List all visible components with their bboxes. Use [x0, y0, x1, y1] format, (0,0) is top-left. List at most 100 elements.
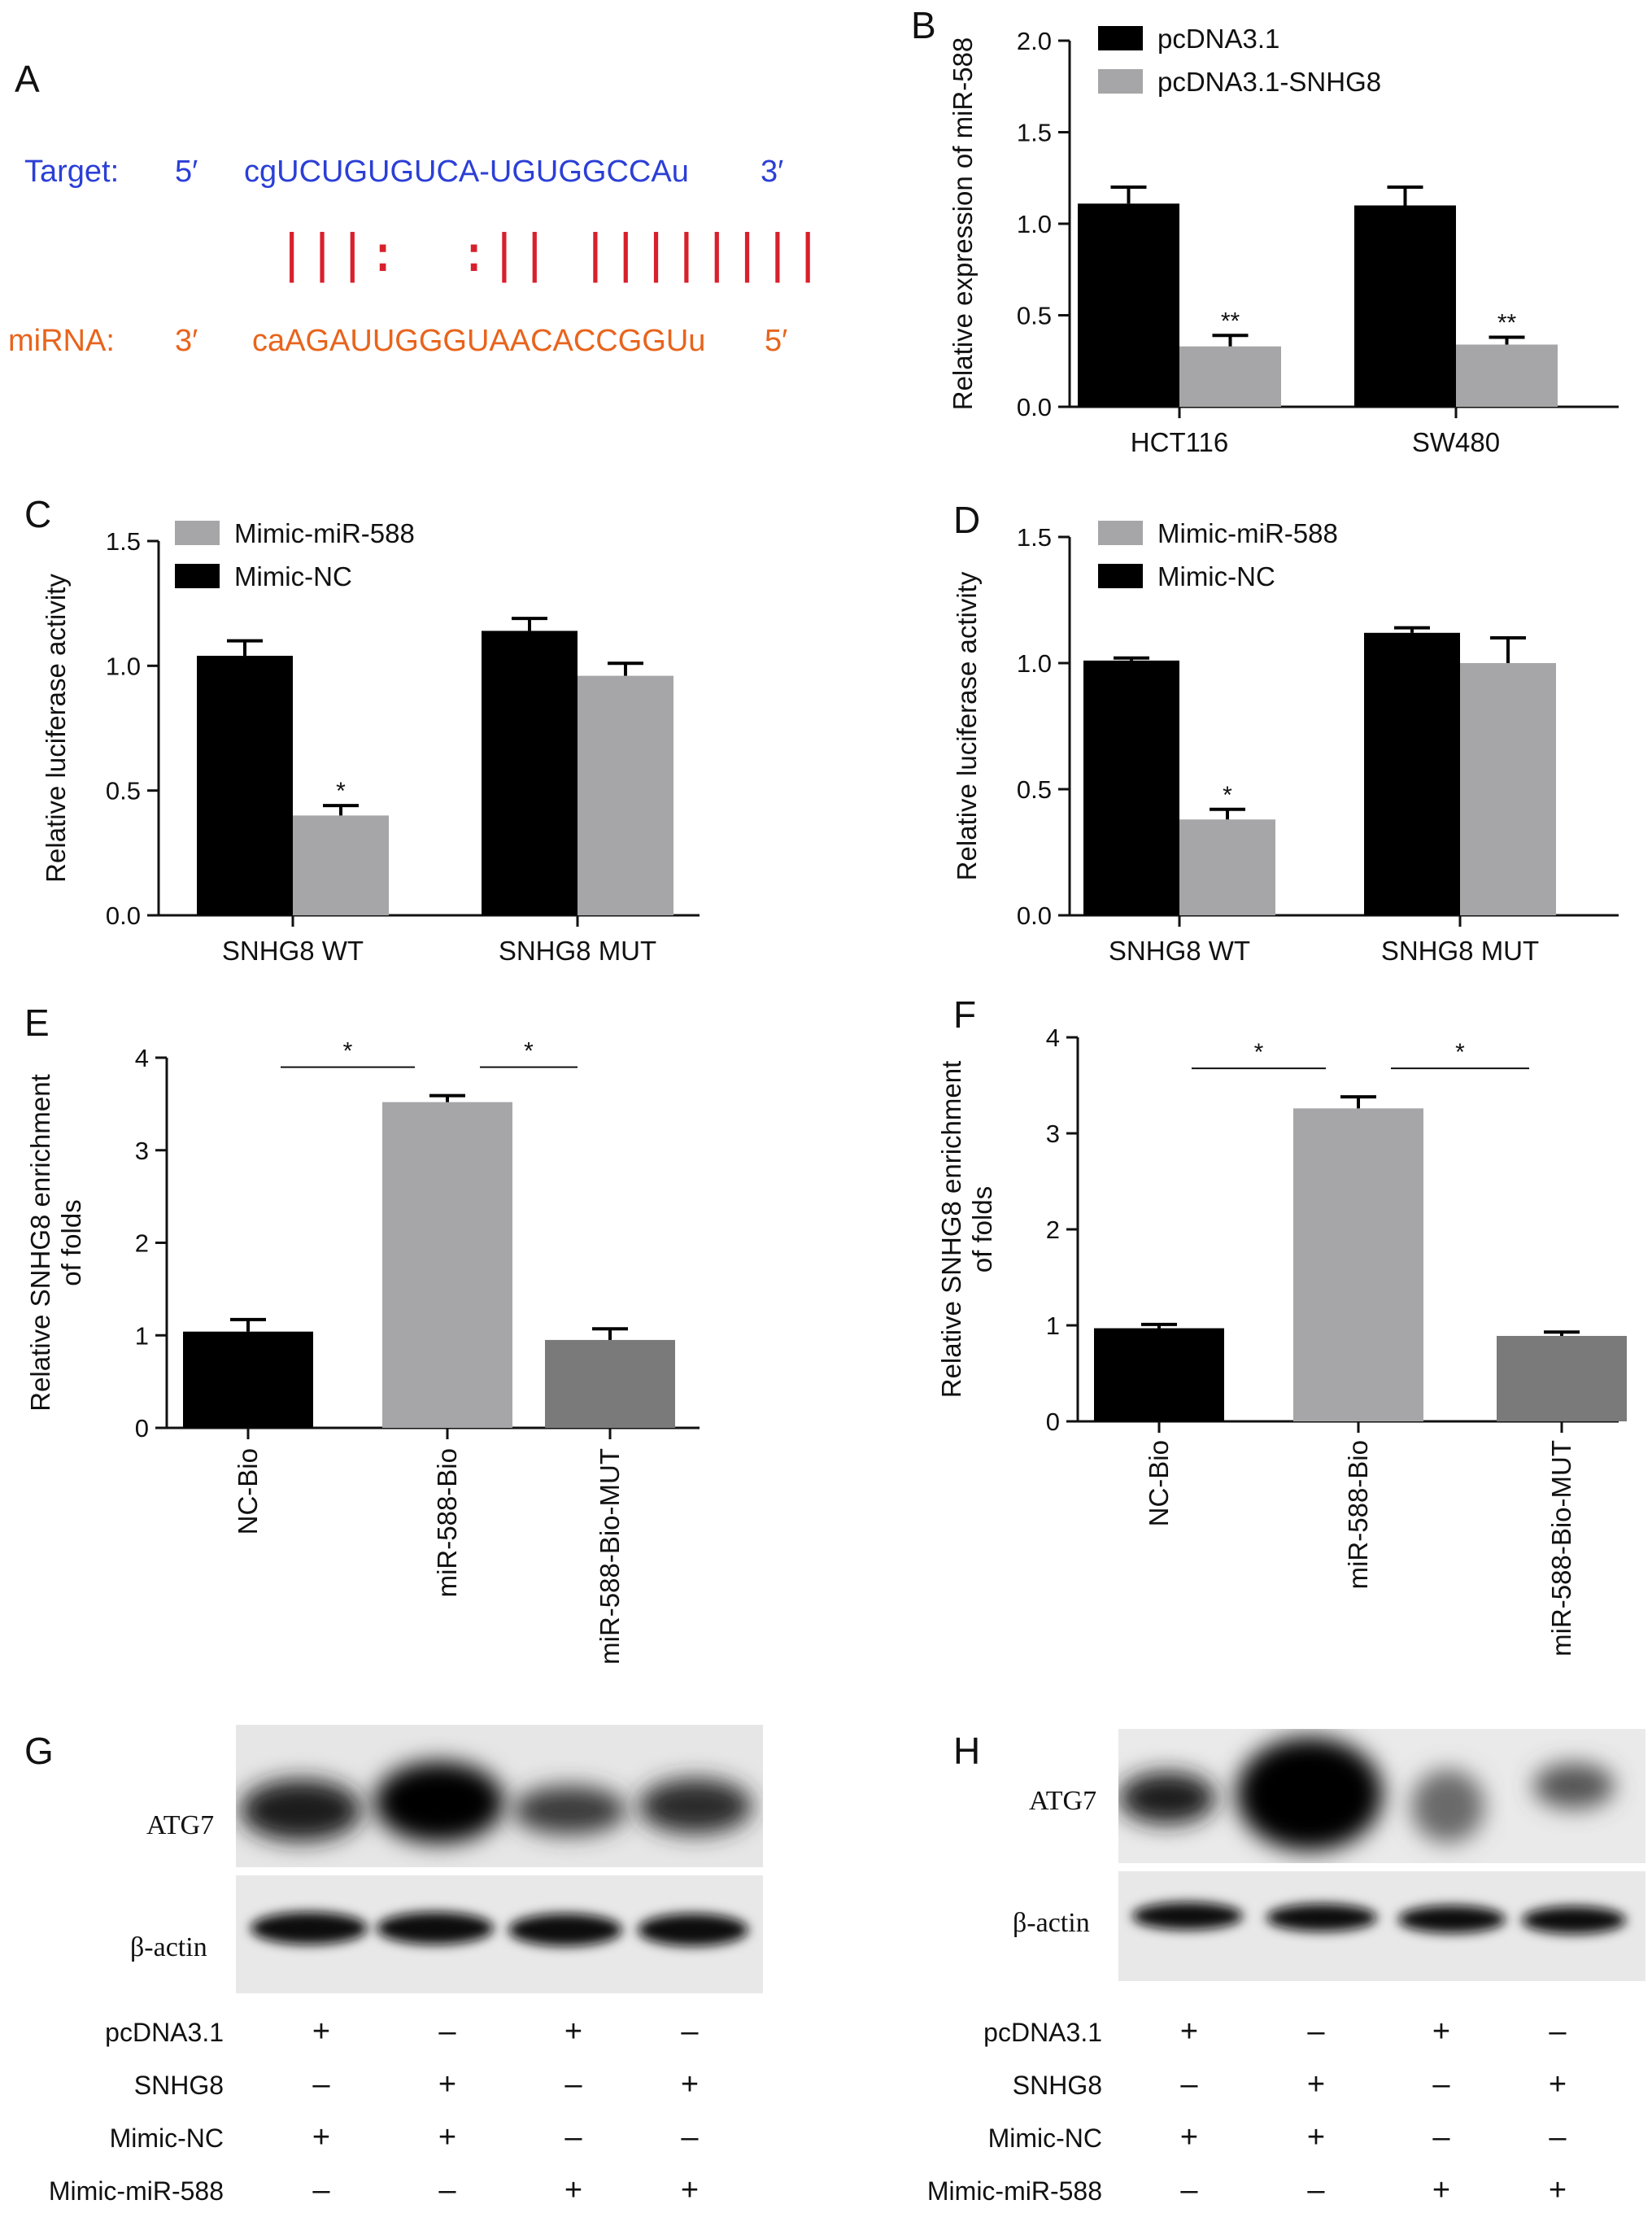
- treatment-sign: –: [564, 2067, 582, 2102]
- x-tick-label: miR-588-Bio-MUT: [1546, 1440, 1576, 1656]
- panel-letter-d: D: [953, 499, 981, 541]
- significance-mark: **: [1497, 310, 1517, 337]
- treatment-sign: –: [1432, 2067, 1450, 2102]
- treatment-sign: +: [1548, 2173, 1567, 2207]
- x-tick-label: miR-588-Bio: [432, 1448, 462, 1597]
- band: [1522, 1906, 1626, 1934]
- blot-h-control-label: β-actin: [1013, 1908, 1090, 1938]
- bar: [578, 675, 673, 915]
- treatment-sign: +: [1179, 2120, 1199, 2154]
- legend-swatch: [175, 521, 220, 545]
- legend-label: Mimic-miR-588: [1157, 518, 1338, 548]
- y-axis-label: Relative luciferase activity: [41, 574, 71, 883]
- significance-mark: **: [1221, 308, 1240, 334]
- treatment-sign: –: [1549, 2120, 1567, 2154]
- chart-c-luciferase: 0.0 0.5 1.0 1.5 Relative luciferase activity…: [41, 518, 700, 966]
- band: [377, 1912, 494, 1945]
- panel-letter-g: G: [24, 1730, 54, 1772]
- legend-swatch: [175, 564, 220, 588]
- x-tick-label: SW480: [1412, 427, 1500, 457]
- bar: [1354, 205, 1456, 407]
- panel-letter-a: A: [15, 58, 40, 100]
- treatment-sign: –: [681, 2014, 699, 2049]
- treatment-label: Mimic-miR-588: [48, 2176, 224, 2206]
- panel-letter-b: B: [911, 4, 936, 46]
- base-pairing-marks: |||: :|| ||||||||: [277, 224, 823, 283]
- significance-mark: *: [336, 778, 346, 805]
- y-tick-label: 3: [1046, 1120, 1060, 1148]
- y-axis-label: Relative SNHG8 enrichment: [936, 1061, 966, 1399]
- x-tick-label: HCT116: [1131, 427, 1228, 457]
- significance-mark: *: [524, 1038, 534, 1065]
- band: [1132, 1902, 1243, 1930]
- target-sequence: cgUCUGUGUCA-UGUGGCCAu: [244, 155, 689, 189]
- y-tick-label: 0.5: [1017, 302, 1052, 330]
- y-axis-label: Relative SNHG8 enrichment: [25, 1074, 55, 1412]
- y-tick-label: 1.5: [106, 527, 141, 556]
- band: [1411, 1770, 1484, 1843]
- band: [639, 1779, 752, 1834]
- target-label: Target:: [24, 155, 120, 189]
- y-tick-label: 2.0: [1017, 27, 1052, 55]
- bar: [1456, 344, 1558, 407]
- bar: [482, 631, 578, 915]
- treatment-sign: +: [680, 2067, 700, 2102]
- y-axis-label: of folds: [56, 1199, 86, 1285]
- treatment-sign: –: [1180, 2067, 1198, 2102]
- mirna-three-prime: 3′: [175, 324, 198, 358]
- treatment-label: SNHG8: [1012, 2071, 1102, 2100]
- bar: [1179, 819, 1275, 915]
- bar: [183, 1331, 313, 1428]
- bar: [1497, 1335, 1627, 1421]
- blot-h-atg7-band-strip: [1118, 1729, 1645, 1863]
- blot-h-protein-label: ATG7: [1029, 1786, 1097, 1816]
- treatment-sign: –: [1307, 2173, 1325, 2207]
- band: [512, 1786, 626, 1835]
- y-tick-label: 3: [135, 1137, 149, 1165]
- y-tick-label: 4: [135, 1044, 149, 1072]
- y-tick-label: 2: [1046, 1216, 1060, 1244]
- x-tick-label: miR-588-Bio-MUT: [595, 1448, 625, 1665]
- legend-label: Mimic-miR-588: [234, 518, 415, 548]
- treatment-sign: +: [312, 2014, 331, 2049]
- significance-mark: *: [1254, 1039, 1264, 1066]
- legend-swatch: [1098, 564, 1143, 588]
- treatment-label: Mimic-miR-588: [926, 2176, 1102, 2206]
- treatment-sign: –: [312, 2173, 330, 2207]
- treatment-sign: +: [1179, 2014, 1199, 2049]
- treatment-sign: –: [1180, 2173, 1198, 2207]
- treatment-sign: +: [312, 2120, 331, 2154]
- band: [240, 1779, 362, 1841]
- y-tick-label: 0: [1046, 1408, 1060, 1436]
- band: [1236, 1737, 1383, 1851]
- treatment-sign: +: [1432, 2014, 1451, 2049]
- legend-swatch: [1098, 69, 1143, 94]
- blot-g-protein-label: ATG7: [146, 1810, 215, 1840]
- bar: [1460, 663, 1556, 915]
- panel-letter-e: E: [24, 1002, 50, 1044]
- treatment-sign: –: [1432, 2120, 1450, 2154]
- blot-g-atg7-band-strip: [236, 1725, 763, 1867]
- treatment-label: pcDNA3.1: [983, 2018, 1102, 2047]
- treatment-sign: +: [1548, 2067, 1567, 2102]
- y-tick-label: 1: [1046, 1312, 1060, 1340]
- y-tick-label: 0.0: [1017, 393, 1052, 421]
- y-axis-label: Relative luciferase activity: [952, 571, 982, 880]
- chart-b-mir588-expression: 0.0 0.5 1.0 1.5 2.0 Relative expression of mi…: [948, 24, 1619, 457]
- treatment-label: SNHG8: [133, 2071, 224, 2100]
- treatment-sign: +: [438, 2067, 457, 2102]
- legend-swatch: [1098, 26, 1143, 50]
- y-tick-label: 1.0: [106, 652, 141, 680]
- legend-label: pcDNA3.1: [1157, 24, 1279, 54]
- bar: [1078, 203, 1179, 407]
- treatment-sign: –: [1307, 2014, 1325, 2049]
- y-tick-label: 0.5: [106, 777, 141, 805]
- y-tick-label: 0.0: [106, 901, 141, 930]
- treatment-sign: +: [438, 2120, 457, 2154]
- bar: [1364, 632, 1460, 915]
- y-axis-label: of folds: [967, 1186, 997, 1272]
- blot-h-actin-band-strip: [1118, 1871, 1645, 1981]
- legend-label: Mimic-NC: [1157, 561, 1275, 591]
- band: [1266, 1904, 1377, 1931]
- treatment-sign: –: [681, 2120, 699, 2154]
